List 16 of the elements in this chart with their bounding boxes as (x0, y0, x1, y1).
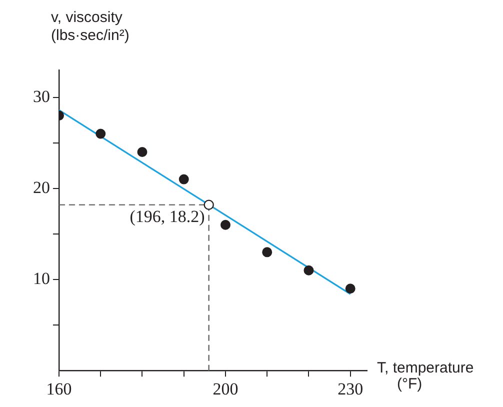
y-tick-label: 20 (33, 178, 50, 197)
point (96, 128, 106, 139)
annotation: (196, 18.2) (130, 206, 205, 226)
y-tick-label: 10 (33, 268, 50, 288)
x-tick-label: 200 (212, 379, 238, 398)
x-tick-label: 160 (46, 379, 72, 398)
y-tick-label: 30 (33, 86, 50, 106)
x-tick-label: 230 (338, 379, 364, 398)
point (262, 247, 272, 258)
point (220, 220, 230, 230)
point (178, 174, 189, 184)
y-axis-title: v, viscosity (lbs·sec/in²) (51, 9, 130, 44)
x-axis-title: T, temperature (°F) (377, 360, 474, 393)
point (137, 146, 148, 157)
point (345, 284, 356, 294)
point (304, 265, 314, 276)
